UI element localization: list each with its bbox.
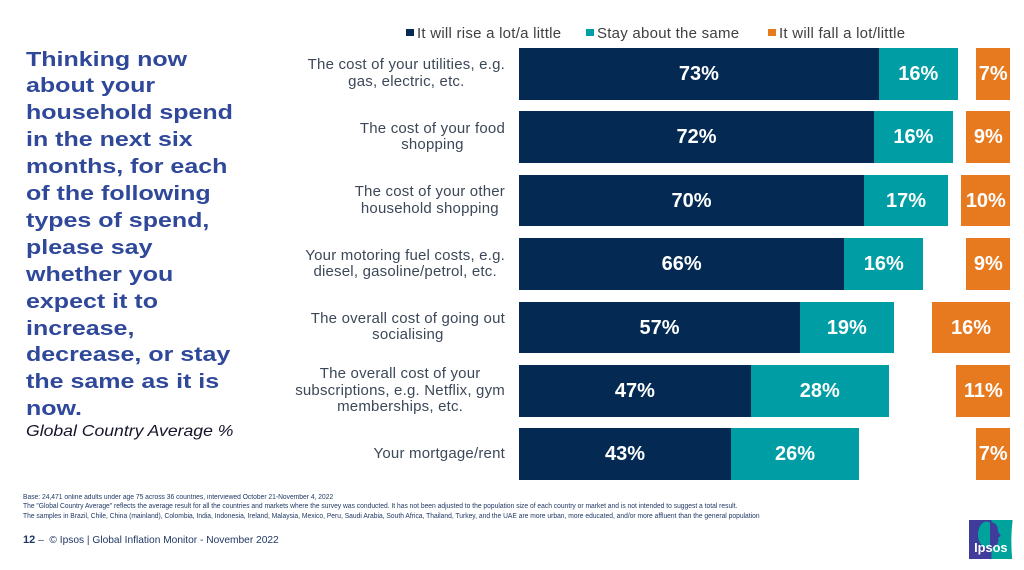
svg-text:Ipsos: Ipsos bbox=[974, 540, 1007, 555]
